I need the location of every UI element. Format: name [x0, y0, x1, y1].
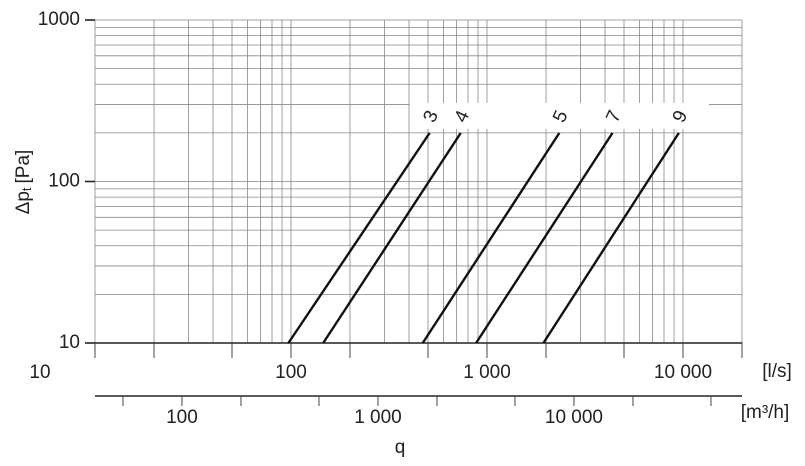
series-line	[287, 132, 431, 344]
series-line	[475, 132, 614, 344]
label-backdrop	[409, 102, 709, 129]
x-unit: [l/s]	[762, 361, 792, 382]
x-tick-label: 100	[275, 362, 307, 383]
y-tick-label: 10	[59, 332, 80, 353]
y-label-sub: t	[19, 187, 34, 191]
x2-tick-label: 1 000	[354, 407, 402, 428]
y-axis-label: Δpt [Pa]	[13, 150, 34, 215]
y-tick-label: 1000	[38, 9, 80, 30]
x-axis-label: q	[395, 437, 406, 458]
x2-tick-label: 10 000	[545, 407, 603, 428]
x-tick-label: 1 000	[463, 362, 511, 383]
series-line	[322, 132, 462, 344]
series-line	[542, 132, 680, 344]
y-label-main: Δp	[13, 191, 34, 214]
series-line	[421, 132, 561, 344]
x-tick-label: 10	[29, 362, 50, 383]
x-tick-label: 10 000	[654, 362, 712, 383]
x2-tick-label: 100	[166, 407, 198, 428]
y-label-unit: [Pa]	[13, 150, 34, 184]
x2-unit: [m³/h]	[741, 402, 790, 423]
y-tick-label: 100	[48, 171, 80, 192]
